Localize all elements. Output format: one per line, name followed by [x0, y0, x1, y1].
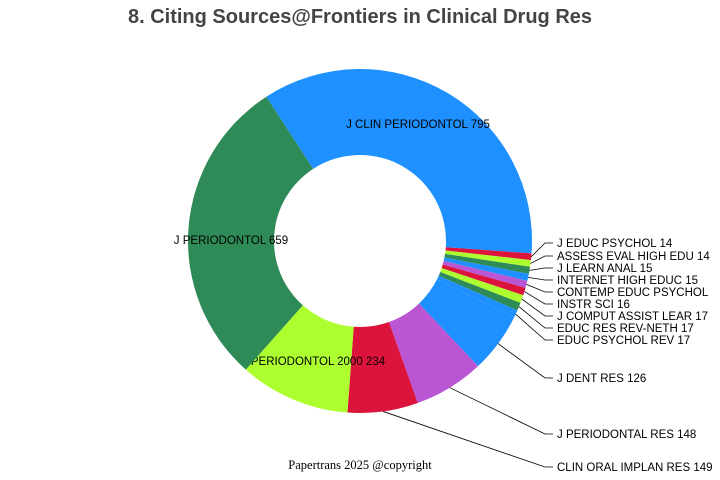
slice-label-educ-res-rev-neth-17: EDUC RES REV-NETH 17 [557, 323, 694, 335]
leader-line-educ-psychol-rev-17 [515, 313, 553, 341]
slice-j-learn-anal-15 [444, 253, 531, 274]
leader-line-contemp-educ-psychol [526, 284, 553, 293]
leader-line-j-learn-anal-15 [529, 267, 553, 271]
slice-j-periodontol-659 [188, 96, 314, 370]
slice-label-j-educ-psychol-14: J EDUC PSYCHOL 14 [557, 238, 673, 250]
leader-line-j-dent-res-126 [497, 343, 553, 379]
slice-label-j-dent-res-126: J DENT RES 126 [557, 373, 646, 385]
slice-educ-res-rev-neth-17 [438, 271, 521, 311]
leader-line-educ-res-rev-neth-17 [518, 306, 553, 329]
slice-periodontol-2000-234 [245, 305, 354, 413]
slice-instr-sci-16 [441, 264, 526, 296]
leader-line-internet-high-educ-15 [528, 277, 553, 281]
slice-label-j-periodontal-res-148: J PERIODONTAL RES 148 [557, 429, 696, 441]
chart-title: 8. Citing Sources@Frontiers in Clinical … [127, 6, 593, 28]
slice-j-educ-psychol-14 [445, 247, 532, 261]
slice-label-periodontol-2000-234: PERIODONTOL 2000 234 [251, 356, 386, 368]
slice-educ-psychol-rev-17 [436, 275, 518, 318]
slice-contemp-educ-psychol [442, 260, 528, 288]
slice-label-j-learn-anal-15: J LEARN ANAL 15 [557, 263, 652, 275]
leader-line-j-comput-assist-lear-17 [521, 298, 553, 317]
slice-assess-eval-high-edu-14 [445, 250, 531, 267]
leader-line-instr-sci-16 [524, 291, 553, 305]
slice-label-j-periodontol-659: J PERIODONTOL 659 [174, 235, 288, 247]
slice-label-instr-sci-16: INSTR SCI 16 [557, 299, 630, 311]
slice-label-educ-psychol-rev-17: EDUC PSYCHOL REV 17 [557, 335, 690, 347]
slice-j-periodontal-res-148 [388, 303, 478, 403]
slice-label-j-comput-assist-lear-17: J COMPUT ASSIST LEAR 17 [557, 311, 708, 323]
slice-label-clin-oral-implan-res-149: CLIN ORAL IMPLAN RES 149 [557, 462, 713, 474]
slice-j-comput-assist-lear-17 [440, 268, 524, 303]
slice-internet-high-educ-15 [443, 257, 529, 281]
slice-label-contemp-educ-psychol: CONTEMP EDUC PSYCHOL [557, 287, 709, 299]
leader-line-j-educ-psychol-14 [530, 242, 553, 258]
slice-label-assess-eval-high-edu-14: ASSESS EVAL HIGH EDU 14 [557, 251, 710, 263]
slice-clin-oral-implan-res-149 [347, 321, 418, 413]
slice-j-dent-res-126 [418, 279, 514, 367]
leader-line-j-periodontal-res-148 [449, 387, 553, 435]
slice-label-j-clin-periodontol-795: J CLIN PERIODONTOL 795 [346, 119, 490, 131]
slice-j-clin-periodontol-795 [266, 69, 532, 254]
leader-line-assess-eval-high-edu-14 [530, 255, 553, 264]
slice-label-internet-high-educ-15: INTERNET HIGH EDUC 15 [557, 275, 698, 287]
copyright-footer: Papertrans 2025 @copyright [288, 458, 432, 472]
leader-line-clin-oral-implan-res-149 [383, 411, 553, 468]
